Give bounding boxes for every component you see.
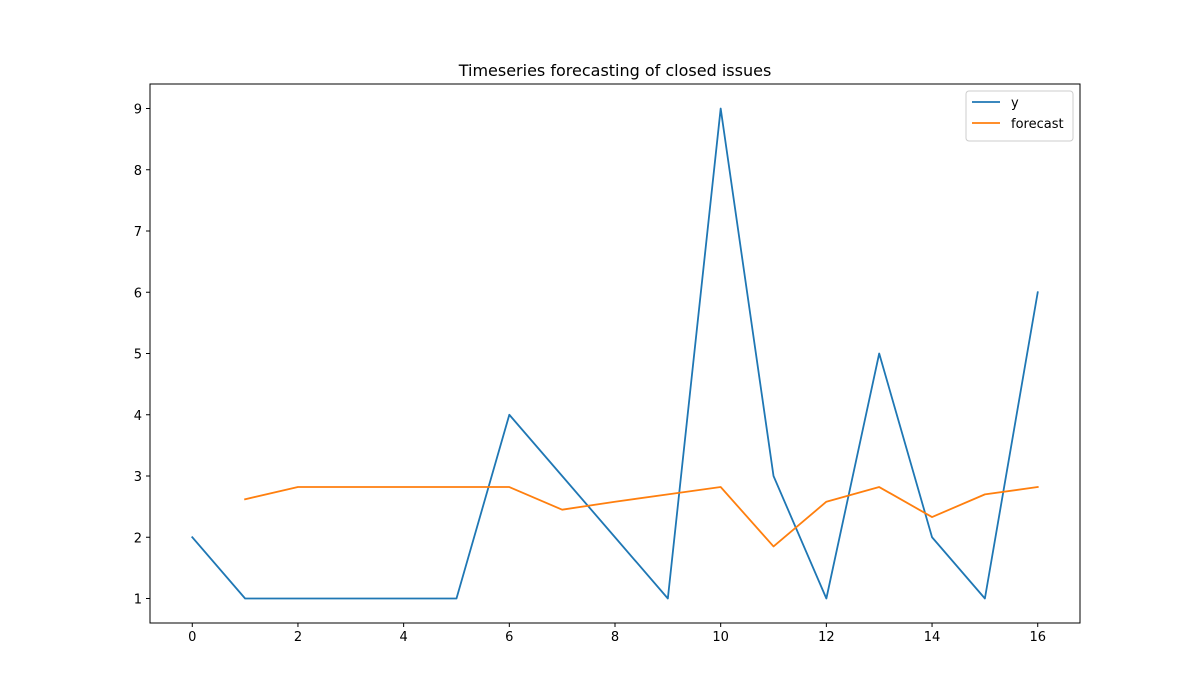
plot-area-frame: [149, 83, 1081, 624]
x-tick-label: 4: [399, 630, 407, 645]
x-tick-label: 12: [818, 630, 835, 645]
y-tick-label: 4: [134, 409, 142, 424]
series-line-forecast: [244, 486, 1039, 548]
y-tick-label: 3: [134, 470, 142, 485]
series-layer: [191, 107, 1039, 600]
y-tick-label: 6: [134, 286, 142, 301]
x-tick-label: 10: [712, 630, 729, 645]
x-tick-label: 14: [924, 630, 941, 645]
legend: y forecast: [965, 90, 1074, 142]
x-tick-label: 0: [188, 630, 196, 645]
y-tick-label: 5: [134, 348, 142, 363]
x-tick-label: 6: [505, 630, 513, 645]
y-tick-label: 9: [134, 103, 142, 118]
y-tick-label: 2: [134, 531, 142, 546]
legend-label-forecast: forecast: [1011, 117, 1064, 132]
chart-title: Timeseries forecasting of closed issues: [458, 61, 772, 80]
x-tick-label: 8: [611, 630, 619, 645]
y-tick-label: 1: [134, 593, 142, 608]
legend-label-y: y: [1011, 96, 1019, 111]
legend-box: [965, 90, 1074, 142]
y-tick-label: 7: [134, 225, 142, 240]
x-tick-label: 2: [294, 630, 302, 645]
x-axis-ticks: 0 2 4 6 8 10 12 14 16: [188, 623, 1046, 645]
y-tick-label: 8: [134, 164, 142, 179]
series-line-y: [191, 107, 1039, 600]
x-tick-label: 16: [1029, 630, 1046, 645]
y-axis-ticks: 1 2 3 4 5 6 7 8 9: [134, 103, 150, 608]
